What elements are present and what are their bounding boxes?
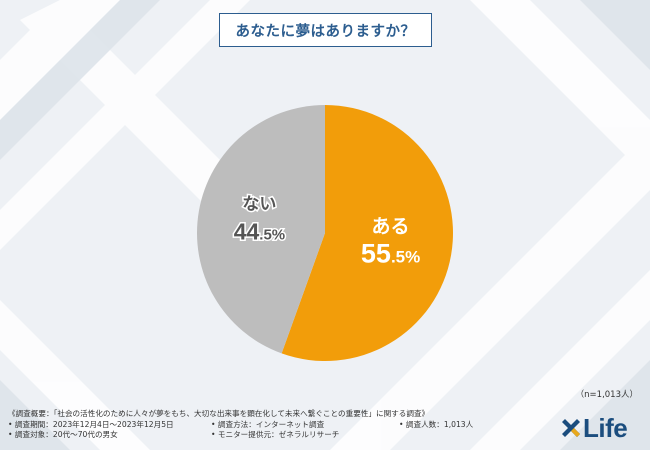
x-cross-logo-icon [562, 419, 580, 437]
slice-value-no: 44.5% [234, 219, 285, 245]
survey-notes: 《調査概要：「社会の活性化のために人々が夢をもち、大切な出来事を顕在化して未来へ… [8, 409, 548, 441]
pie-slice-yes [281, 105, 454, 361]
xlife-logo: Life [561, 412, 628, 443]
slice-value-yes: 55.5% [361, 238, 420, 268]
notes-count: • 調査人数：1,013人 [399, 419, 474, 429]
notes-period: • 調査期間：2023年12月4日〜2023年12月5日 [8, 419, 174, 429]
logo-text: Life [583, 412, 628, 443]
notes-method: • 調査方法：インターネット調査 [211, 419, 325, 429]
notes-target: • 調査対象：20代〜70代の男女 [8, 430, 118, 439]
slice-label-no: ない [242, 195, 276, 215]
sample-size: （n=1,013人） [575, 390, 638, 400]
pie-slice-no [197, 105, 325, 354]
slice-label-yes: ある [372, 215, 410, 237]
notes-provider: • モニター提供元：ゼネラルリサーチ [211, 430, 340, 439]
notes-overview: 《調査概要：「社会の活性化のために人々が夢をもち、大切な出来事を顕在化して未来へ… [8, 409, 430, 418]
chart-title: あなたに夢はありますか？ [219, 13, 432, 47]
